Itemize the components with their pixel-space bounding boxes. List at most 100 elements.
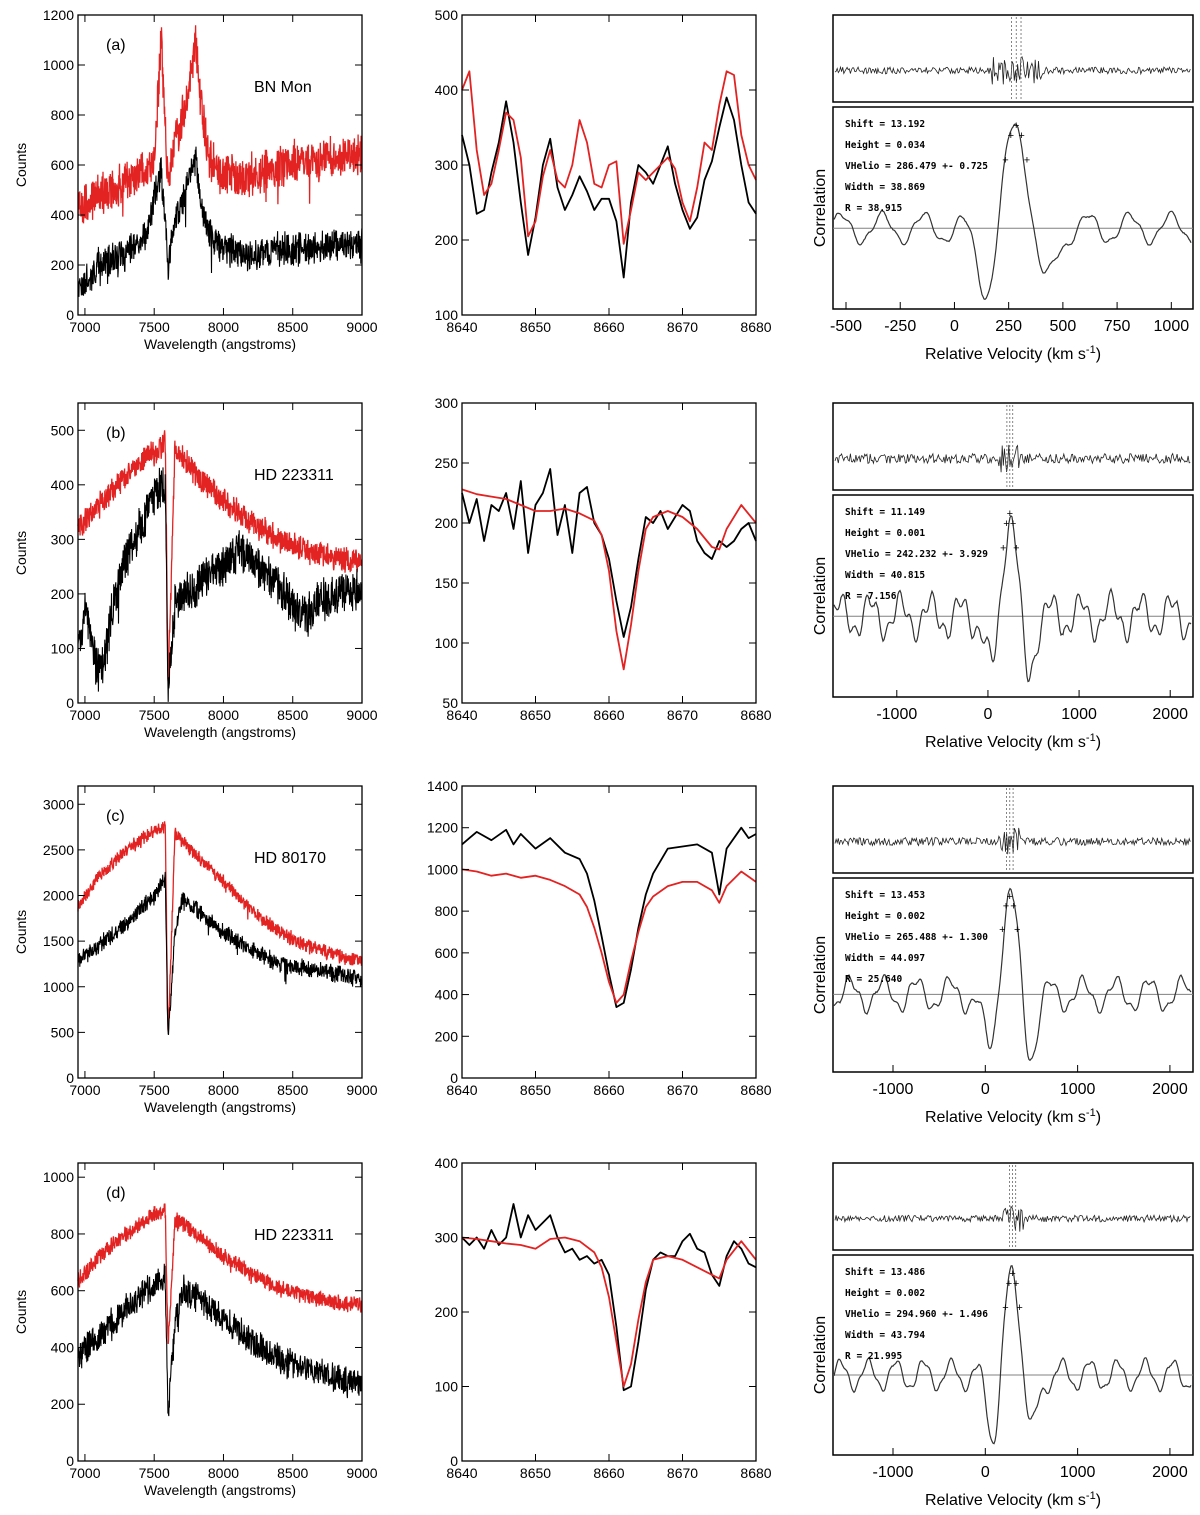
- peak-fit-marker: +: [1002, 154, 1008, 166]
- y-tick-label: 100: [435, 635, 459, 651]
- y-tick-label: 1500: [43, 933, 74, 949]
- star-name-label: BN Mon: [254, 79, 312, 96]
- y-tick-label: 600: [51, 157, 75, 173]
- correlation-frame: [832, 877, 1194, 1073]
- y-tick-label: 200: [435, 515, 459, 531]
- residual-frame: [832, 14, 1194, 103]
- spectrum-series-observed: [77, 467, 363, 702]
- x-tick-label: 7000: [69, 1082, 100, 1098]
- y-tick-label: 200: [435, 1304, 459, 1320]
- x-tick-label: 2000: [1152, 706, 1188, 723]
- peak-fit-marker: +: [1006, 1278, 1012, 1290]
- x-tick-label: 8500: [277, 1082, 308, 1098]
- x-axis-label-sup: -1: [1086, 344, 1096, 356]
- star-name-label: HD 223311: [254, 1227, 334, 1244]
- x-axis-label: Relative Velocity (km s-1): [925, 344, 1101, 363]
- y-tick-label: 800: [435, 903, 459, 919]
- y-tick-label: 800: [51, 107, 75, 123]
- correlation-annotation: VHelio = 294.960 +- 1.496: [845, 1309, 988, 1320]
- peak-fit-marker: +: [1013, 120, 1019, 132]
- x-tick-label: 7000: [69, 1465, 100, 1481]
- y-tick-label: 100: [435, 307, 459, 323]
- y-tick-label: 400: [435, 1155, 459, 1171]
- y-tick-label: 400: [435, 987, 459, 1003]
- y-tick-label: 100: [435, 1379, 459, 1395]
- y-tick-label: 300: [435, 1230, 459, 1246]
- x-axis-label: Wavelength (angstroms): [144, 1482, 296, 1498]
- y-tick-label: 1000: [427, 861, 458, 877]
- x-tick-label: 8000: [208, 1465, 239, 1481]
- y-tick-label: 1200: [427, 820, 458, 836]
- peak-fit-marker: +: [999, 924, 1005, 936]
- panel-label: (d): [106, 1185, 126, 1202]
- x-tick-label: 2000: [1152, 1081, 1188, 1098]
- x-tick-label: -1000: [873, 1081, 914, 1098]
- x-axis-label-end: ): [1096, 346, 1101, 363]
- x-tick-label: 8660: [593, 1082, 624, 1098]
- zoom-panel-a: 8640 8650 8660 8670 8680 100 200 300 400 500: [435, 7, 772, 335]
- correlation-frame: [832, 106, 1194, 310]
- y-axis-label: Counts: [13, 910, 29, 954]
- x-axis-label-sup: -1: [1086, 732, 1096, 744]
- x-tick-label: 7500: [139, 707, 170, 723]
- y-tick-label: 800: [51, 1226, 75, 1242]
- x-axis-label-main: Relative Velocity (km s: [925, 734, 1086, 751]
- x-tick-label: 1000: [1154, 318, 1190, 335]
- residual-trace: [834, 56, 1191, 85]
- zoom-panel-c: 8640 8650 8660 8670 8680 0 200 400 600 800 1000 120…: [427, 778, 772, 1098]
- panel-label: (b): [106, 425, 126, 442]
- zoom-series-observed: [461, 1203, 757, 1392]
- y-axis-label: Correlation: [812, 1316, 829, 1394]
- spectrum-series-template: [77, 430, 363, 683]
- x-tick-label: 0: [983, 706, 992, 723]
- x-axis-label: Wavelength (angstroms): [144, 724, 296, 740]
- x-axis-label-end: ): [1096, 734, 1101, 751]
- y-tick-label: 200: [51, 586, 75, 602]
- x-tick-label: 8670: [667, 1465, 698, 1481]
- peak-fit-marker: +: [1008, 130, 1014, 142]
- x-tick-label: 250: [995, 318, 1022, 335]
- y-tick-label: 1000: [43, 1169, 74, 1185]
- x-tick-label: 8670: [667, 319, 698, 335]
- y-tick-label: 600: [51, 1283, 75, 1299]
- spectrum-series-template: [77, 25, 363, 224]
- y-tick-label: 600: [435, 945, 459, 961]
- correlation-annotation: Height = 0.001: [845, 528, 925, 539]
- x-axis-label: Relative Velocity (km s-1): [925, 1490, 1101, 1509]
- y-axis-label: Correlation: [812, 936, 829, 1014]
- y-tick-label: 400: [51, 1339, 75, 1355]
- y-tick-label: 100: [51, 640, 75, 656]
- y-tick-label: 0: [66, 1453, 74, 1469]
- x-tick-label: 8000: [208, 319, 239, 335]
- x-tick-label: 8500: [277, 319, 308, 335]
- spectrum-panel-d: 7000 7500 8000 8500 9000 0 200 400 600 800 1000 Wav…: [13, 1162, 378, 1498]
- y-tick-label: 500: [51, 422, 75, 438]
- y-tick-label: 200: [51, 257, 75, 273]
- y-axis-label: Correlation: [812, 169, 829, 247]
- y-tick-label: 1400: [427, 778, 458, 794]
- x-tick-label: 8660: [593, 319, 624, 335]
- correlation-curve: [833, 514, 1192, 683]
- y-tick-label: 300: [435, 395, 459, 411]
- x-tick-label: 750: [1104, 318, 1131, 335]
- spectrum-panel-a: 7000 7500 8000 8500 9000 0 200 400 600 800 1000 120…: [13, 7, 378, 352]
- y-tick-label: 1000: [43, 979, 74, 995]
- y-tick-label: 200: [51, 1396, 75, 1412]
- x-axis-label-end: ): [1096, 1109, 1101, 1126]
- x-tick-label: 8680: [740, 707, 771, 723]
- correlation-annotation: R = 7.156: [845, 591, 897, 602]
- x-tick-label: 9000: [346, 319, 377, 335]
- y-tick-label: 0: [450, 1453, 458, 1469]
- x-tick-label: 8660: [593, 1465, 624, 1481]
- correlation-annotation: R = 25.640: [845, 974, 902, 985]
- spectrum-series-observed: [77, 871, 363, 1035]
- x-tick-label: 7500: [139, 319, 170, 335]
- peak-fit-marker: +: [1013, 1278, 1019, 1290]
- y-axis-label: Counts: [13, 1290, 29, 1334]
- spectrum-series-observed: [77, 146, 363, 297]
- zoom-series-template: [461, 868, 757, 1004]
- x-tick-label: 8640: [446, 319, 477, 335]
- x-tick-label: 7000: [69, 319, 100, 335]
- x-tick-label: -1000: [876, 706, 917, 723]
